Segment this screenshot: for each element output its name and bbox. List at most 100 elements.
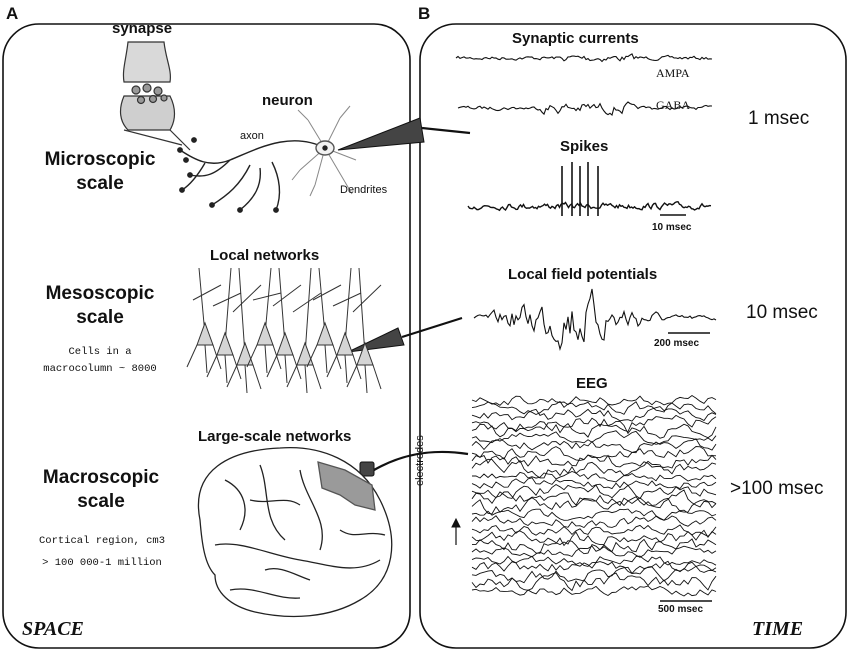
- branch: [352, 284, 382, 313]
- basal-dendrite: [232, 354, 242, 380]
- axon-line: [324, 344, 328, 374]
- micro-scale-title: Microscopic scale: [20, 148, 180, 196]
- macro-scale-line1: Macroscopic: [42, 467, 160, 488]
- signal-traces: [451, 53, 717, 602]
- eeg-line: [471, 477, 717, 490]
- basal-dendrite: [246, 344, 258, 368]
- panel-a-letter: A: [6, 4, 19, 23]
- soma: [216, 331, 234, 356]
- local-network-drawing: [186, 267, 382, 394]
- basal-dendrite: [212, 344, 222, 370]
- eeg-line: [472, 537, 717, 555]
- eeg-line: [471, 458, 717, 479]
- synaptic-currents-title: Synaptic currents: [512, 30, 639, 47]
- eeg-line: [471, 585, 717, 597]
- eeg-line: [471, 515, 717, 529]
- eeg-line: [471, 430, 717, 445]
- apical-dendrite: [304, 267, 312, 356]
- eeg-title: EEG: [576, 375, 608, 392]
- ampa-trace: [455, 53, 713, 63]
- ampa-label: AMPA: [656, 66, 690, 80]
- basal-dendrite: [186, 344, 198, 368]
- apical-dendrite: [318, 267, 326, 336]
- macro-note-line2: > 100 000-1 million: [42, 557, 162, 569]
- basal-dendrite: [286, 364, 298, 388]
- branch: [292, 292, 322, 313]
- eeg-line: [471, 394, 717, 406]
- eeg-line: [471, 560, 717, 575]
- large-scale-networks-label: Large-scale networks: [198, 428, 352, 445]
- lfp-title: Local field potentials: [508, 266, 658, 283]
- synapse-drawing: [119, 41, 191, 151]
- meso-note: Cells in a macrocolumn ~ 8000: [14, 344, 186, 378]
- apical-dendrite: [224, 267, 232, 346]
- space-footer: SPACE: [22, 618, 84, 640]
- basal-dendrite: [266, 354, 278, 378]
- axon-line: [204, 344, 208, 374]
- gaba-label: GABA: [656, 98, 691, 112]
- macro-scale-title: Macroscopic scale: [16, 466, 186, 514]
- apical-dendrite: [198, 267, 206, 336]
- axon-line: [224, 354, 228, 384]
- basal-dendrite: [252, 364, 262, 390]
- eeg-line: [471, 406, 717, 422]
- spikes-trace: [467, 200, 712, 212]
- brain-drawing: [197, 446, 393, 618]
- panel-b-letter: B: [418, 4, 431, 23]
- meso-scale-line2: scale: [76, 307, 124, 328]
- local-networks-label: Local networks: [210, 247, 320, 264]
- time-footer: TIME: [752, 618, 804, 640]
- spikes-scalebar-label: 10 msec: [652, 222, 692, 233]
- macro-note: Cortical region, cm3 > 100 000-1 million: [14, 530, 190, 574]
- axon-line: [244, 364, 248, 394]
- apical-dendrite: [238, 267, 246, 356]
- branch: [252, 292, 282, 301]
- eeg-line: [471, 400, 717, 416]
- branch: [332, 292, 362, 307]
- branch: [192, 284, 222, 301]
- lfp-scalebar-label: 200 msec: [654, 338, 700, 349]
- timescale-100msec: >100 msec: [730, 478, 824, 499]
- basal-dendrite: [332, 344, 342, 370]
- eeg-line: [471, 529, 717, 546]
- meso-scale-title: Mesoscopic scale: [20, 282, 180, 330]
- electrodes-arrowhead: [451, 517, 461, 528]
- apical-dendrite: [344, 267, 352, 346]
- eeg-line: [472, 471, 717, 483]
- basal-dendrite: [326, 354, 338, 378]
- neuron-label: neuron: [262, 92, 313, 109]
- apical-dendrite: [264, 267, 272, 336]
- soma: [236, 341, 254, 366]
- eeg-line: [471, 489, 717, 509]
- apical-dendrite: [278, 267, 286, 346]
- synapse-label: synapse: [112, 20, 173, 37]
- timescale-10msec: 10 msec: [746, 302, 818, 323]
- soma: [316, 321, 334, 346]
- eeg-line: [471, 496, 717, 515]
- axon-line: [264, 344, 268, 374]
- lfp-trace: [473, 288, 717, 352]
- neuron-drawing: [177, 105, 357, 213]
- eeg-line: [471, 555, 717, 567]
- basal-dendrite: [272, 344, 282, 370]
- eeg-line: [471, 414, 717, 433]
- eeg-line: [471, 420, 717, 439]
- meso-scale-line1: Mesoscopic: [45, 283, 155, 304]
- basal-dendrite: [292, 354, 302, 380]
- eeg-line: [471, 438, 717, 454]
- axon-line: [284, 354, 288, 384]
- meso-note-line1: Cells in a: [68, 346, 132, 358]
- axon-line: [304, 364, 308, 394]
- eeg-line: [471, 524, 717, 537]
- micro-scale-line2: scale: [76, 173, 124, 194]
- eeg-line: [471, 508, 717, 521]
- connector-lines: [373, 126, 471, 471]
- panel-a-frame: [2, 23, 411, 649]
- spikes-title: Spikes: [560, 138, 609, 155]
- basal-dendrite: [306, 344, 318, 368]
- basal-dendrite: [372, 364, 382, 390]
- meso-note-line2: macrocolumn ~ 8000: [43, 363, 157, 375]
- gaba-trace: [457, 101, 713, 116]
- micro-scale-line1: Microscopic: [44, 149, 156, 170]
